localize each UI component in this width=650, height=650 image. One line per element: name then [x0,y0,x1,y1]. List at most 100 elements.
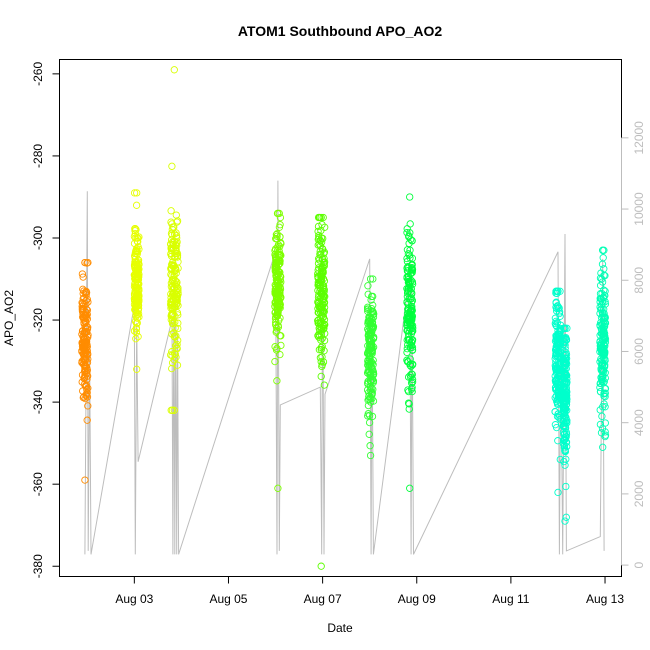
data-point [601,389,609,397]
data-point [133,234,141,242]
data-point [79,285,87,293]
data-point [552,303,560,311]
y-tick-label: -380 [31,554,45,578]
data-point [601,298,609,306]
data-point [168,319,177,328]
data-point [365,337,374,345]
point-cluster [403,193,417,492]
data-point [405,336,413,344]
data-point [318,280,326,289]
data-point [403,345,411,353]
data-point [408,387,416,396]
data-point [368,292,376,301]
data-point [597,355,605,363]
data-point [600,377,608,386]
data-point [79,273,87,281]
data-point [81,476,89,484]
data-point [366,451,375,460]
data-point [404,386,412,394]
data-point [601,428,609,436]
data-point [597,325,606,333]
data-point [78,371,87,379]
secondary-series-line [84,180,605,555]
data-point [408,314,416,322]
data-point [552,287,560,295]
data-point [596,379,604,388]
data-point [314,274,322,282]
data-point [276,299,284,308]
data-point [407,306,415,314]
data-point [276,283,284,292]
data-point [135,233,143,241]
data-point [83,343,91,351]
data-point [315,346,324,354]
data-point [277,332,285,340]
data-point [132,299,141,307]
data-point [560,431,568,439]
data-point [272,272,280,280]
data-point [364,412,372,420]
data-point [556,312,564,320]
data-point [598,260,607,268]
data-point [169,318,177,327]
data-point [78,270,87,278]
data-point [562,379,570,387]
data-point [406,371,414,379]
data-point [403,274,411,282]
data-point [133,314,141,322]
data-point [315,255,323,263]
data-point [173,218,181,226]
data-point [561,378,569,386]
y-tick-label: -340 [31,390,45,414]
data-point [408,327,416,336]
data-point [132,201,141,209]
data-point [133,319,141,327]
data-point [562,482,570,491]
data-point [600,349,608,357]
data-point [277,341,285,350]
data-point [132,258,140,266]
data-point [559,439,568,448]
data-point [561,389,569,397]
data-point [597,366,605,374]
data-point [596,274,605,282]
data-point [271,254,280,262]
y2-tick-label: 0 [632,561,646,568]
data-point [173,345,181,353]
data-point [365,346,373,355]
data-point [406,193,414,201]
data-point [130,189,139,197]
data-point [598,330,606,338]
data-point [561,354,569,362]
data-point [407,265,416,273]
y2-tick-label: 12000 [632,121,646,155]
data-point [171,333,179,341]
data-point [274,209,282,218]
data-point [554,488,562,497]
data-point [318,220,326,229]
data-point [167,270,175,279]
data-point [552,349,561,358]
point-cluster [130,189,143,373]
x-tick-label: Aug 09 [398,592,436,606]
data-point [167,207,175,215]
data-point [277,278,285,286]
data-point [365,430,373,438]
data-point [561,423,570,431]
data-point [369,325,377,333]
data-point [561,338,569,347]
data-point [597,339,605,347]
data-point [173,309,182,317]
data-point [369,275,377,283]
data-point [316,323,324,331]
data-point [561,370,569,378]
data-point [172,229,180,237]
data-point [84,355,92,363]
point-cluster [271,209,285,492]
y-tick-label: -260 [31,62,45,86]
data-point [83,393,92,401]
data-point [407,299,416,307]
data-point [168,238,177,246]
data-point [404,314,413,322]
point-cluster [314,213,329,570]
